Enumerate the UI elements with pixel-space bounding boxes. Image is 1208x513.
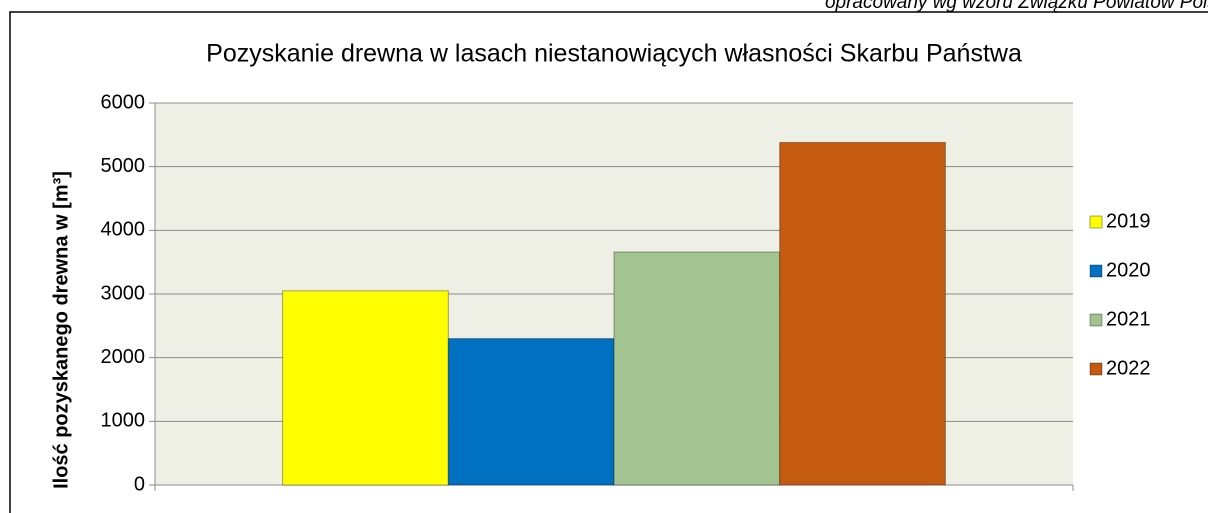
legend-swatch — [1089, 215, 1103, 229]
y-tick-label: 2000 — [101, 346, 146, 368]
chart-title: Pozyskanie drewna w lasach niestanowiący… — [206, 40, 1022, 68]
bar — [447, 338, 615, 486]
legend-swatch — [1089, 313, 1103, 327]
y-tick-label: 5000 — [101, 155, 146, 177]
y-tick-label: 4000 — [101, 219, 146, 241]
legend-label: 2022 — [1106, 357, 1151, 379]
legend-swatch — [1089, 362, 1103, 376]
bar — [613, 251, 781, 486]
y-tick-label: 3000 — [101, 282, 146, 304]
legend-label: 2021 — [1106, 308, 1151, 330]
bar — [779, 141, 946, 486]
y-axis-label: Ilość pozyskanego drewna w [m³] — [50, 171, 72, 489]
y-tick-label: 6000 — [101, 91, 146, 113]
note: opracowany wg wzoru Związku Powiatów Pol… — [825, 0, 1208, 13]
legend-swatch — [1089, 264, 1103, 278]
y-tick-label: 1000 — [101, 410, 146, 432]
y-tick-label: 0 — [134, 473, 145, 495]
legend-label: 2020 — [1106, 259, 1151, 281]
legend-label: 2019 — [1106, 210, 1151, 232]
bar — [282, 290, 449, 486]
